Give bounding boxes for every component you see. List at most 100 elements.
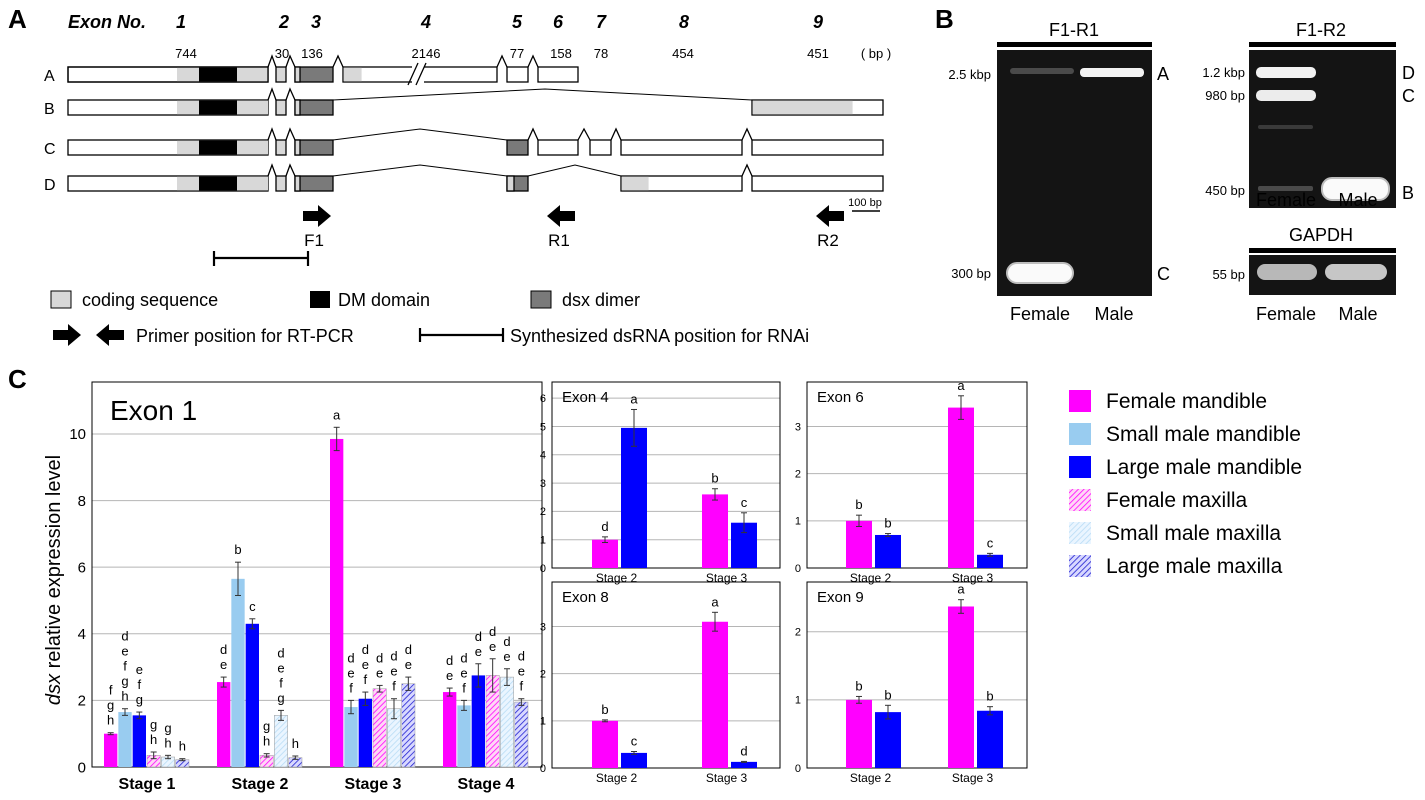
legend-label: Large male mandible [1106, 456, 1302, 479]
gel-f1r1-faint-band [1010, 68, 1074, 74]
significance-letter: d [347, 650, 354, 665]
category-label: Stage 3 [706, 771, 748, 785]
bar [330, 438, 344, 767]
significance-letter: e [136, 662, 143, 677]
significance-letter: d [489, 624, 496, 639]
isoform-label: A [44, 68, 55, 85]
gel-f1r1-marker: 300 bp [951, 266, 991, 281]
y-tick-label: 2 [795, 627, 801, 639]
y-tick-label: 5 [540, 421, 546, 433]
chart-title: Exon 8 [562, 589, 609, 606]
significance-letter: e [390, 664, 397, 679]
exon-size: 136 [301, 46, 323, 61]
significance-letter: d [390, 649, 397, 664]
y-tick-label: 3 [540, 621, 546, 633]
gel-gapdh-band [1325, 264, 1387, 280]
legend-a: coding sequence DM domain dsx dimer Prim… [50, 290, 809, 346]
significance-letter: d [220, 642, 227, 657]
bar [731, 761, 757, 768]
significance-letter: c [987, 535, 994, 550]
isoform-label: B [44, 101, 55, 118]
significance-letter: b [884, 687, 891, 702]
significance-letter: b [234, 542, 241, 557]
significance-letter: e [362, 657, 369, 672]
bar [443, 692, 457, 767]
chart-title: Exon 9 [817, 589, 864, 606]
significance-letter: d [446, 653, 453, 668]
gel-f1r2-band-b [1321, 177, 1390, 201]
y-tick-label: 1 [795, 516, 801, 528]
significance-letter: h [107, 713, 114, 728]
bar [592, 720, 618, 768]
legend-right-arrow [53, 324, 81, 346]
legend-label: Small male mandible [1106, 423, 1301, 446]
plot-frame [91, 381, 543, 768]
gel-gapdh-marker: 55 bp [1212, 267, 1245, 282]
legend-swatch [1069, 456, 1091, 478]
exon-size: 158 [550, 46, 572, 61]
category-label: Stage 4 [458, 776, 515, 793]
gel-f1r2-faint-band [1258, 125, 1313, 129]
significance-letter: d [376, 650, 383, 665]
legend-dm: DM domain [338, 290, 430, 310]
y-axis-label-rest: relative expression level [43, 455, 65, 674]
y-tick-label: 0 [540, 563, 546, 575]
legend-label: Female maxilla [1106, 489, 1248, 512]
significance-letter: g [164, 720, 171, 735]
gel-f1r2-marker: 1.2 kbp [1202, 65, 1245, 80]
significance-letter: g [277, 690, 284, 705]
category-label: Stage 3 [706, 571, 748, 585]
y-tick-label: 4 [540, 450, 546, 462]
gel-f1r2-band-label: C [1402, 86, 1415, 106]
gel-f1r2-marker: 980 bp [1205, 88, 1245, 103]
legend-swatch [1069, 489, 1091, 511]
significance-letter: c [741, 495, 748, 510]
chart-title: Exon 4 [562, 389, 609, 406]
exon-size: 451 [807, 46, 829, 61]
category-label: Stage 2 [850, 571, 892, 585]
significance-letter: b [711, 471, 718, 486]
legend-swatch [1069, 555, 1091, 577]
y-tick-label: 6 [78, 559, 86, 576]
primer-f1-arrow [303, 205, 331, 227]
gel-f1r1-band-label: A [1157, 64, 1169, 84]
gel-f1r2-header-bar [1249, 42, 1396, 47]
significance-letter: e [503, 649, 510, 664]
bar [948, 407, 974, 568]
bar [702, 621, 728, 768]
bar [621, 427, 647, 568]
gel-f1r1-image [997, 50, 1152, 296]
chart-4: 0 1 2 Exon 9 b b Stage 2 a b Stage 3 [795, 581, 1028, 785]
significance-letter: b [884, 516, 891, 531]
y-tick-label: 2 [540, 668, 546, 680]
significance-letter: f [109, 683, 113, 698]
bar [702, 494, 728, 568]
category-label: Stage 2 [232, 776, 289, 793]
significance-letter: e [475, 644, 482, 659]
significance-letter: h [164, 735, 171, 750]
exon-numbers: 1 2 3 4 5 6 7 8 9 [176, 12, 823, 32]
category-label: Stage 2 [596, 771, 638, 785]
gel-f1r1-lane: Female [1010, 304, 1070, 324]
coding-swatch [50, 290, 72, 309]
significance-letter: g [150, 717, 157, 732]
y-tick-label: 2 [540, 506, 546, 518]
transcript-b [67, 87, 884, 116]
y-tick-label: 2 [795, 468, 801, 480]
exon-size: 78 [594, 46, 608, 61]
gel-f1r2-band-c [1256, 90, 1316, 101]
exon-number: 2 [278, 12, 289, 32]
significance-letter: f [462, 680, 466, 695]
exon-number: 6 [553, 12, 564, 32]
plot-frame [551, 581, 781, 769]
exon-number: 9 [813, 12, 823, 32]
bar [372, 688, 387, 768]
significance-letter: a [333, 407, 341, 422]
gel-f1r1-title: F1-R1 [1049, 20, 1099, 40]
gel-gapdh-band [1257, 264, 1317, 280]
bar [217, 682, 231, 767]
bar [846, 520, 872, 568]
significance-letter: h [179, 739, 186, 754]
gel-f1r1-band-label: C [1157, 264, 1170, 284]
